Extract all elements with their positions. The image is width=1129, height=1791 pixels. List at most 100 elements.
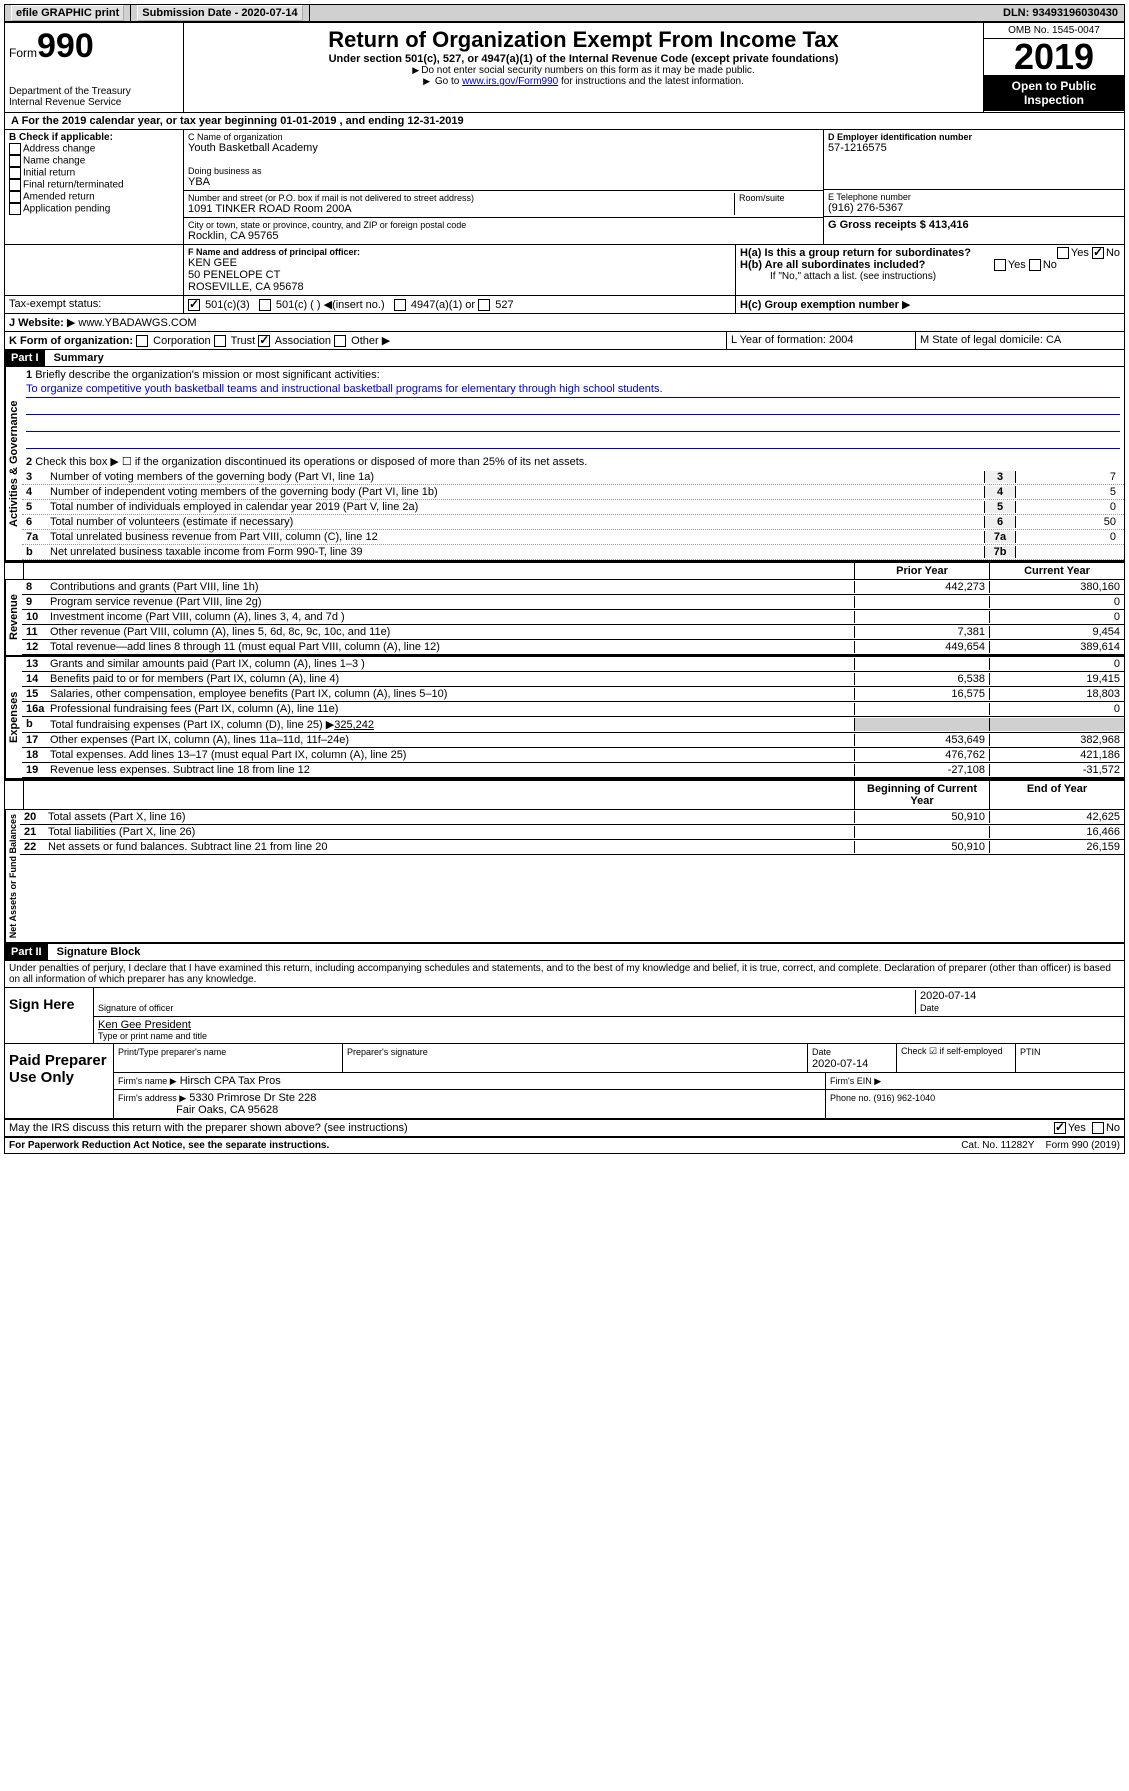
check-501c3[interactable] [188,299,200,311]
l16a-curr: 0 [989,703,1124,715]
prior-year-label: Prior Year [854,563,989,579]
line7a-val: 0 [1016,531,1120,543]
check-name[interactable] [9,155,21,167]
discuss-yes[interactable] [1054,1122,1066,1134]
hb-note: If "No," attach a list. (see instruction… [740,271,1120,282]
state-domicile: M State of legal domicile: CA [916,332,1124,349]
hb-yes[interactable] [994,259,1006,271]
l19-prior: -27,108 [854,764,989,776]
year-cell: OMB No. 1545-0047 2019 Open to Public In… [983,23,1124,112]
firm-addr-label: Firm's address ▶ [118,1093,186,1103]
hb-label: H(b) Are all subordinates included? [740,259,925,271]
check-501c[interactable] [259,299,271,311]
line6-val: 50 [1016,516,1120,528]
form-org-row: K Form of organization: Corporation Trus… [5,332,1124,350]
l21-end: 16,466 [989,826,1124,838]
begin-end-header: Beginning of Current Year End of Year [5,780,1124,810]
open-public-badge: Open to Public Inspection [984,75,1124,111]
dba-label: Doing business as [188,166,819,176]
l20-end: 42,625 [989,811,1124,823]
form-footer: Form 990 (2019) [1046,1140,1120,1151]
ein-value: 57-1216575 [828,142,1120,154]
end-year-label: End of Year [989,781,1124,809]
l11-desc: Other revenue (Part VIII, column (A), li… [50,626,854,638]
sign-here-label: Sign Here [5,988,94,1043]
street-value: 1091 TINKER ROAD Room 200A [188,203,734,215]
firm-ein-label: Firm's EIN ▶ [830,1076,881,1086]
mission-blank1 [26,400,1120,415]
line5-desc: Total number of individuals employed in … [50,501,984,513]
title-cell: Return of Organization Exempt From Incom… [184,23,983,112]
topbar: efile GRAPHIC print Submission Date - 20… [4,4,1125,22]
ha-no[interactable] [1092,247,1104,259]
website-value: www.YBADAWGS.COM [78,317,196,329]
officer-label: F Name and address of principal officer: [188,247,731,257]
check-corp[interactable] [136,335,148,347]
form-subtitle: Under section 501(c), 527, or 4947(a)(1)… [192,53,975,65]
line4-desc: Number of independent voting members of … [50,486,984,498]
check-initial[interactable] [9,167,21,179]
discuss-no[interactable] [1092,1122,1104,1134]
form-number: 990 [37,27,94,65]
check-amended[interactable] [9,191,21,203]
firm-addr1: 5330 Primrose Dr Ste 228 [189,1092,316,1104]
netassets-section: Net Assets or Fund Balances 20Total asse… [5,810,1124,944]
firm-phone: Phone no. (916) 962-1040 [830,1093,935,1103]
l10-curr: 0 [989,611,1124,623]
l16b-curr [989,718,1124,731]
k-label: K Form of organization: [9,335,133,347]
org-name-label: C Name of organization [188,132,819,142]
efile-label: efile GRAPHIC print [5,5,131,21]
check-assoc[interactable] [258,335,270,347]
hb-no[interactable] [1029,259,1041,271]
city-value: Rocklin, CA 95765 [188,230,819,242]
l18-desc: Total expenses. Add lines 13–17 (must eq… [50,749,854,761]
expenses-section: Expenses 13Grants and similar amounts pa… [5,657,1124,780]
expenses-side-label: Expenses [5,657,22,778]
sig-date: 2020-07-14 [920,990,976,1002]
prior-current-header: Prior Year Current Year [5,562,1124,580]
revenue-section: Revenue 8Contributions and grants (Part … [5,580,1124,657]
form-number-cell: Form990 Department of the TreasuryIntern… [5,23,184,112]
dln: DLN: 93493196030430 [997,5,1124,21]
check-527[interactable] [478,299,490,311]
check-address[interactable] [9,143,21,155]
officer-name: KEN GEE [188,257,731,269]
l19-desc: Revenue less expenses. Subtract line 18 … [50,764,854,776]
officer-addr2: ROSEVILLE, CA 95678 [188,281,731,293]
ha-yes[interactable] [1057,247,1069,259]
part2-tag: Part II [5,944,48,960]
check-other[interactable] [334,335,346,347]
line2-text: Check this box ▶ ☐ if the organization d… [35,456,587,468]
check-trust[interactable] [214,335,226,347]
l16b-desc: Total fundraising expenses (Part IX, col… [50,718,854,731]
mission-text: To organize competitive youth basketball… [26,383,1120,398]
l20-begin: 50,910 [854,811,989,823]
officer-addr1: 50 PENELOPE CT [188,269,731,281]
line7b-desc: Net unrelated business taxable income fr… [50,546,984,558]
l11-curr: 9,454 [989,626,1124,638]
l9-prior [854,596,989,608]
l9-desc: Program service revenue (Part VIII, line… [50,596,854,608]
tax-year: 2019 [984,39,1124,75]
prep-print-label: Print/Type preparer's name [118,1047,226,1057]
check-pending[interactable] [9,203,21,215]
l16a-desc: Professional fundraising fees (Part IX, … [50,703,854,715]
year-formation: L Year of formation: 2004 [727,332,916,349]
firm-name-label: Firm's name ▶ [118,1076,177,1086]
l10-prior [854,611,989,623]
phone-value: (916) 276-5367 [828,202,1120,214]
netassets-side-label: Net Assets or Fund Balances [5,810,20,942]
check-final[interactable] [9,179,21,191]
check-4947[interactable] [394,299,406,311]
city-label: City or town, state or province, country… [188,220,819,230]
tax-status-row: Tax-exempt status: 501(c)(3) 501(c) ( ) … [5,296,1124,314]
part1-title: Summary [48,350,110,366]
tax-exempt-label: Tax-exempt status: [5,296,184,313]
mission-blank2 [26,417,1120,432]
sig-officer-label: Signature of officer [98,1003,173,1013]
irs-link[interactable]: www.irs.gov/Form990 [462,76,558,87]
discuss-row: May the IRS discuss this return with the… [5,1120,1124,1138]
l21-desc: Total liabilities (Part X, line 26) [48,826,854,838]
l12-curr: 389,614 [989,641,1124,653]
